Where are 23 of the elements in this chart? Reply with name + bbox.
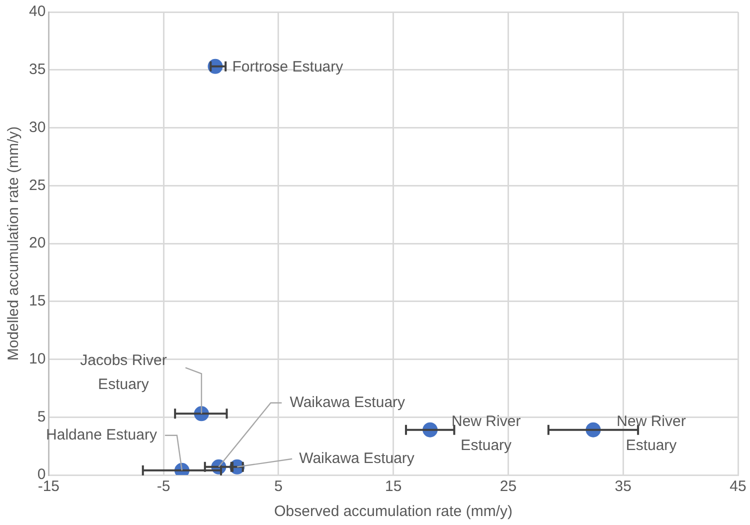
x-tick-label: 45 (730, 478, 746, 496)
y-tick-label: 40 (28, 3, 46, 20)
x-tick-label: 35 (614, 478, 632, 496)
x-tick-label: 25 (500, 478, 517, 496)
annotation: Fortrose Estuary (232, 58, 344, 76)
annotation: Waikawa Estuary (290, 394, 406, 412)
y-tick-label: 5 (37, 408, 46, 426)
annotation: Waikawa Estuary (299, 450, 415, 468)
y-axis-title: Modelled accumulation rate (mm/y) (5, 126, 22, 361)
x-axis-title: Observed accumulation rate (mm/y) (274, 503, 513, 520)
y-tick-label: 25 (28, 176, 46, 194)
y-tick-label: 15 (28, 292, 46, 310)
y-tick-label: 35 (28, 61, 46, 78)
y-tick-label: 20 (28, 234, 46, 252)
annotation: New River Estuary (452, 413, 521, 454)
annotation: Haldane Estuary (46, 426, 158, 444)
x-tick-label: -5 (156, 478, 170, 496)
annotation: New River Estuary (616, 413, 686, 454)
x-tick-label: 15 (385, 478, 402, 496)
y-tick-label: 10 (28, 350, 46, 368)
annotation: Jacobs River Estuary (80, 352, 167, 393)
y-tick-label: 30 (28, 118, 46, 136)
x-tick-label: 5 (274, 478, 283, 496)
